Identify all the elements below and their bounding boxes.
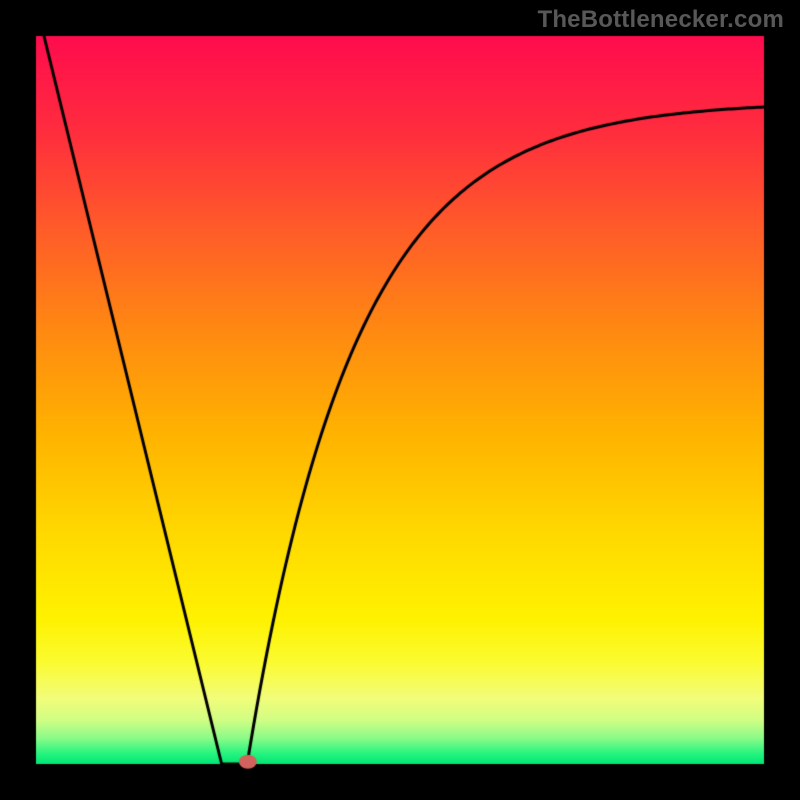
watermark-text: TheBottlenecker.com [537,6,784,34]
chart-container: TheBottlenecker.com [0,0,800,800]
bottleneck-curve-chart [0,0,800,800]
